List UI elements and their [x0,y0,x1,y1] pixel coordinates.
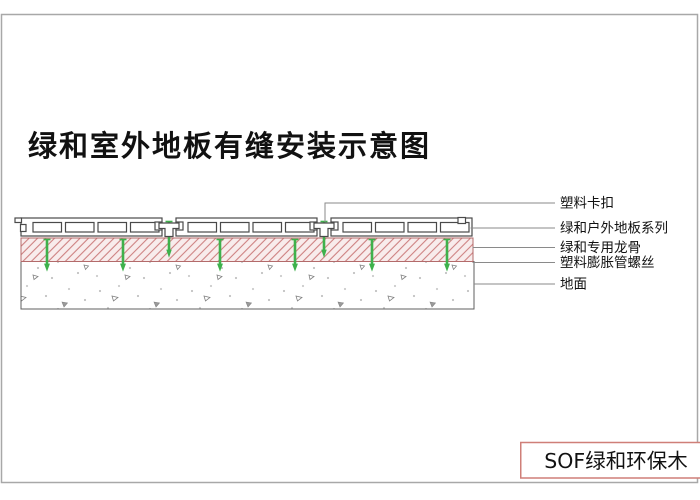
diagram-labels: 塑料卡扣 绿和户外地板系列 绿和专用龙骨 塑料膨胀管螺丝 地面 [560,196,668,293]
label-expansion-screw: 塑料膨胀管螺丝 [560,255,655,271]
leader-line-plastic-clip [324,202,555,222]
board-core [342,221,373,233]
anchor-screw [291,238,299,272]
deck-board [175,217,318,237]
label-ground: 地面 [560,277,587,293]
anchor-screw [368,238,376,272]
keel-layer [20,237,474,262]
deck-board [14,217,163,237]
keel-hatch [21,238,473,262]
keel-border [20,237,474,262]
canvas-border [0,13,699,484]
board-core [439,221,470,233]
board-end-lip [14,217,23,224]
board-end-notch [19,223,27,233]
anchor-screw [43,238,51,272]
deck-boards [14,216,473,238]
label-plastic-clip: 塑料卡扣 [560,196,614,212]
plastic-clip [313,222,335,238]
board-core [374,221,405,233]
label-keel: 绿和专用龙骨 [560,240,641,256]
leader-lines [324,202,555,285]
board-core [187,221,218,233]
deck-board [330,216,473,237]
label-deck-series: 绿和户外地板系列 [560,220,668,237]
board-core [407,221,438,233]
board-core [97,221,128,233]
anchor-screw [216,238,224,272]
board-core [252,221,283,233]
board-core [219,221,250,233]
anchor-screw [119,238,127,272]
ground-layer [20,261,475,310]
page-title: 绿和室外地板有缝安装示意图 [28,129,431,163]
footer-box: SOF绿和环保木 [520,441,700,479]
board-end-step [457,216,467,225]
board-core [64,221,95,233]
anchor-screw [443,238,451,272]
board-core [32,221,63,233]
footer-box-text: SOF绿和环保木 [544,449,687,473]
plastic-clip [158,222,180,238]
